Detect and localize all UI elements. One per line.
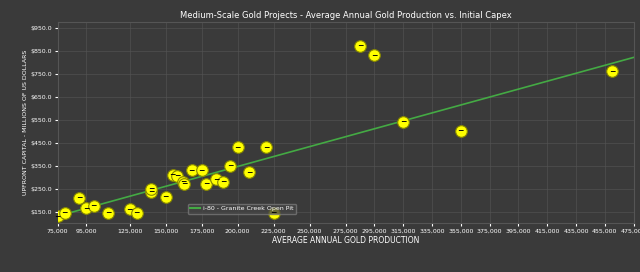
Point: [201, 182, 211, 186]
Point: [81, 206, 92, 210]
Text: −: −: [271, 208, 276, 217]
Text: −: −: [163, 192, 169, 201]
Point: [225, 163, 236, 168]
Point: [456, 129, 466, 133]
Text: −: −: [198, 166, 205, 175]
Point: [232, 145, 243, 149]
Text: −: −: [174, 171, 180, 180]
Text: −: −: [371, 51, 378, 60]
Point: [179, 182, 189, 186]
Point: [196, 168, 207, 172]
Text: −: −: [76, 193, 83, 202]
Text: −: −: [213, 175, 219, 184]
Text: −: −: [134, 208, 140, 217]
Point: [88, 204, 99, 208]
Point: [74, 196, 84, 200]
Point: [261, 145, 271, 149]
Text: −: −: [127, 205, 132, 214]
Point: [52, 214, 63, 218]
Text: −: −: [54, 212, 61, 221]
Text: −: −: [203, 180, 209, 188]
Text: −: −: [148, 187, 154, 196]
Point: [168, 172, 178, 177]
Point: [269, 211, 279, 215]
Text: −: −: [90, 201, 97, 210]
Text: −: −: [61, 208, 68, 217]
Point: [211, 177, 221, 181]
Point: [178, 180, 188, 184]
Text: −: −: [83, 203, 90, 213]
Text: −: −: [458, 126, 464, 135]
Point: [369, 53, 380, 57]
Title: Medium-Scale Gold Projects - Average Annual Gold Production vs. Initial Capex: Medium-Scale Gold Projects - Average Ann…: [180, 11, 511, 20]
Point: [161, 194, 171, 199]
Text: −: −: [234, 143, 241, 152]
Point: [146, 186, 156, 191]
Y-axis label: UPFRONT CAPITAL - MILLIONS OF US DOLLARS: UPFRONT CAPITAL - MILLIONS OF US DOLLARS: [22, 50, 28, 195]
Point: [172, 174, 182, 178]
Text: −: −: [180, 177, 186, 186]
Point: [244, 170, 254, 175]
Text: −: −: [181, 180, 188, 188]
Point: [607, 69, 617, 73]
Point: [132, 211, 142, 215]
Point: [355, 44, 365, 48]
Text: −: −: [263, 143, 269, 152]
Legend: i-80 - Granite Creek Open Pit: i-80 - Granite Creek Open Pit: [188, 203, 296, 214]
Text: −: −: [105, 208, 111, 217]
Text: −: −: [357, 41, 363, 50]
Point: [124, 207, 134, 211]
Text: −: −: [220, 177, 227, 186]
Text: −: −: [148, 184, 154, 193]
Point: [398, 120, 408, 124]
Point: [60, 211, 70, 215]
Text: −: −: [227, 161, 234, 170]
Text: −: −: [170, 170, 176, 179]
Text: −: −: [188, 166, 195, 175]
Point: [103, 211, 113, 215]
Text: −: −: [400, 117, 406, 126]
X-axis label: AVERAGE ANNUAL GOLD PRODUCTION: AVERAGE ANNUAL GOLD PRODUCTION: [272, 236, 419, 245]
Text: −: −: [609, 67, 615, 76]
Point: [186, 168, 196, 172]
Point: [218, 180, 228, 184]
Point: [146, 190, 156, 194]
Text: −: −: [246, 168, 252, 177]
